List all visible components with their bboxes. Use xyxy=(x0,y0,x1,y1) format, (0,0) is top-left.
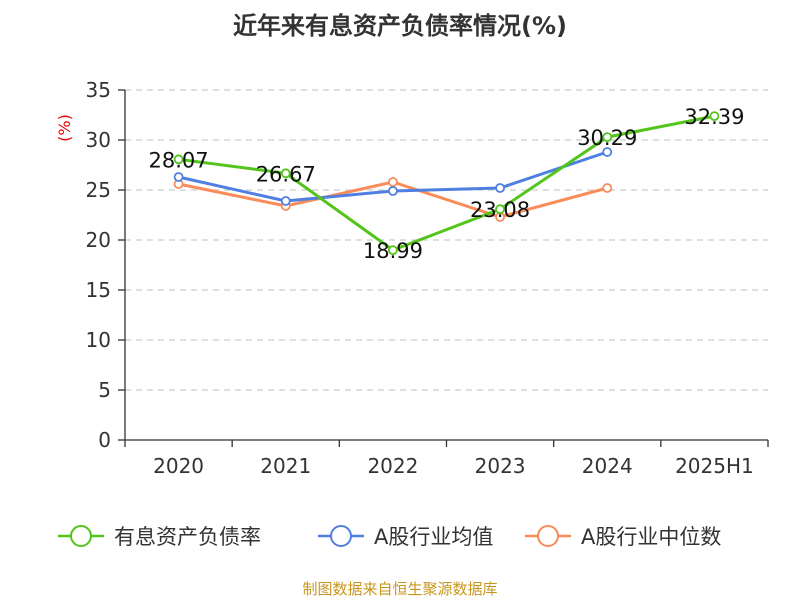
data-point xyxy=(602,147,613,157)
legend-marker xyxy=(537,525,559,547)
source-note: 制图数据来自恒生聚源数据库 xyxy=(302,580,498,598)
data-label: 28.07 xyxy=(149,148,209,172)
x-tick-label: 2021 xyxy=(260,454,311,478)
x-tick-label: 2025H1 xyxy=(675,454,754,478)
y-tick-label: 25 xyxy=(86,178,111,202)
y-tick-label: 30 xyxy=(86,128,111,152)
data-point xyxy=(709,111,720,121)
data-point xyxy=(280,168,291,179)
y-tick-label: 10 xyxy=(86,328,111,352)
data-point xyxy=(602,132,613,143)
legend-label: 有息资产负债率 xyxy=(114,525,261,549)
legend-marker xyxy=(70,525,92,547)
legend-label: A股行业中位数 xyxy=(581,525,721,549)
data-point xyxy=(388,186,398,196)
y-tick-label: 0 xyxy=(98,428,111,452)
data-label: 26.67 xyxy=(256,162,316,186)
y-tick-label: 15 xyxy=(86,278,111,302)
x-tick-label: 2022 xyxy=(367,454,418,478)
y-tick-label: 20 xyxy=(86,228,111,252)
x-tick-label: 2023 xyxy=(475,454,526,478)
data-point xyxy=(495,204,505,215)
y-tick-label: 5 xyxy=(98,378,111,402)
legend-label: A股行业均值 xyxy=(374,525,493,549)
data-point xyxy=(173,154,184,165)
legend-marker xyxy=(330,525,352,547)
y-axis-label: (%) xyxy=(55,114,74,142)
data-point xyxy=(280,196,291,206)
data-label: 18.99 xyxy=(363,239,423,263)
data-label: 30.29 xyxy=(577,126,637,150)
data-point xyxy=(388,245,398,256)
data-point xyxy=(173,172,184,182)
data-label: 32.39 xyxy=(684,105,744,129)
data-point xyxy=(602,183,613,193)
data-point xyxy=(388,177,398,187)
series-line-0 xyxy=(178,114,715,252)
data-point xyxy=(495,183,505,193)
y-tick-label: 35 xyxy=(86,78,111,102)
x-tick-label: 2024 xyxy=(582,454,633,478)
x-tick-label: 2020 xyxy=(153,454,204,478)
chart-title: 近年来有息资产负债率情况(%) xyxy=(233,12,567,40)
data-label: 23.08 xyxy=(470,198,530,222)
